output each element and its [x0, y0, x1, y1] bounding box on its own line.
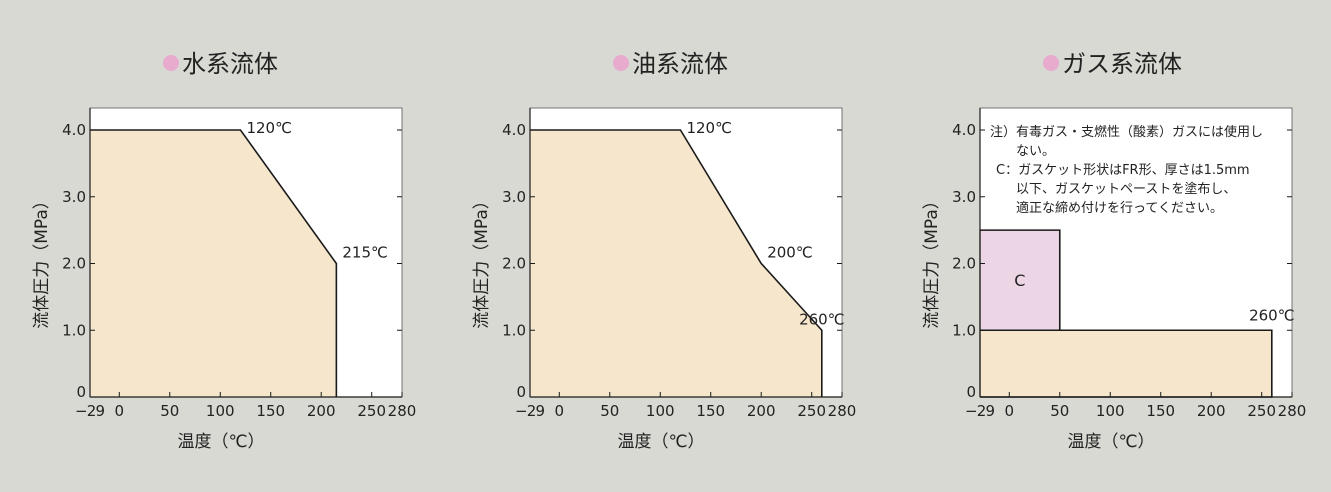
series-line-1 [980, 229, 1061, 332]
x-tick-label: 280 [1278, 402, 1307, 420]
chart-1: 油系流体−29 0 50 100 150 200 250 28001.02.03.04.0温度… [472, 50, 856, 452]
x-axis-label: 温度（℃） [177, 432, 264, 452]
y-tick-label: 4.0 [62, 121, 86, 139]
chart-note-line: 適正な締め付けを行ってください。 [1016, 200, 1223, 216]
x-tick-label: 100 [206, 402, 235, 420]
x-tick-label: 280 [828, 402, 857, 420]
x-tick-label: 200 [1197, 402, 1226, 420]
point-annotation: 215℃ [342, 244, 387, 262]
y-tick-label: 2.0 [502, 255, 526, 273]
series-area-0 [530, 130, 822, 397]
chart-note-line: 以下、ガスケットペーストを塗布し、 [1016, 181, 1236, 197]
point-annotation: 120℃ [686, 119, 731, 137]
x-tick-label: 200 [747, 402, 776, 420]
y-axis-label: 流体圧力（MPa） [472, 192, 492, 329]
x-tick-label: −29 [515, 402, 545, 420]
title-bullet-icon [163, 55, 179, 71]
chart-title: ガス系流体 [1062, 50, 1182, 78]
x-tick-label: 50 [600, 402, 619, 420]
x-tick-label: 150 [696, 402, 725, 420]
series-line-0 [90, 129, 338, 397]
point-annotation: 260℃ [799, 310, 844, 328]
y-tick-label: 0 [516, 383, 526, 401]
y-tick-label: 1.0 [952, 321, 976, 339]
x-tick-label: 50 [1050, 402, 1069, 420]
series-line-0 [530, 129, 823, 397]
series-area-1 [980, 230, 1060, 331]
x-tick-label: 200 [307, 402, 336, 420]
x-tick-label: −29 [965, 402, 995, 420]
x-tick-label: 150 [256, 402, 285, 420]
chart-note-line: 注）有毒ガス・支燃性（酸素）ガスには使用し [990, 124, 1263, 140]
y-tick-label: 3.0 [62, 188, 86, 206]
chart-title: 油系流体 [632, 50, 728, 78]
y-tick-label: 0 [966, 383, 976, 401]
x-axis-label: 温度（℃） [1067, 432, 1154, 452]
y-tick-label: 1.0 [62, 321, 86, 339]
x-tick-label: 250 [357, 402, 386, 420]
y-tick-label: 1.0 [502, 321, 526, 339]
point-annotation: 260℃ [1249, 306, 1294, 324]
x-tick-label: 280 [388, 402, 417, 420]
y-tick-label: 4.0 [502, 121, 526, 139]
chart-note-line: C：ガスケット形状はFR形、厚さは1.5mm [996, 163, 1250, 178]
series-label: C [1014, 271, 1025, 290]
title-bullet-icon [613, 55, 629, 71]
x-tick-label: 100 [646, 402, 675, 420]
x-tick-label: 0 [115, 402, 125, 420]
point-annotation: 200℃ [767, 244, 812, 262]
y-axis-label: 流体圧力（MPa） [32, 192, 52, 329]
x-tick-label: 50 [160, 402, 179, 420]
x-tick-label: 250 [1247, 402, 1276, 420]
series-area-0 [90, 130, 337, 397]
x-tick-label: 250 [797, 402, 826, 420]
y-tick-label: 0 [76, 383, 86, 401]
y-axis-label: 流体圧力（MPa） [922, 192, 942, 329]
x-tick-label: 0 [555, 402, 565, 420]
series-area-0 [980, 330, 1272, 397]
x-tick-label: 100 [1096, 402, 1125, 420]
x-tick-label: 150 [1146, 402, 1175, 420]
y-tick-label: 3.0 [952, 188, 976, 206]
y-tick-label: 4.0 [952, 121, 976, 139]
title-bullet-icon [1043, 55, 1059, 71]
chart-note-line: ない。 [1016, 144, 1055, 159]
x-axis-label: 温度（℃） [617, 432, 704, 452]
x-tick-label: −29 [75, 402, 105, 420]
chart-0: 水系流体−29 0 50 100 150 200 250 28001.02.03.04.0温度… [32, 50, 416, 452]
y-tick-label: 2.0 [952, 255, 976, 273]
chart-title: 水系流体 [182, 50, 278, 78]
y-tick-label: 3.0 [502, 188, 526, 206]
y-tick-label: 2.0 [62, 255, 86, 273]
point-annotation: 120℃ [246, 119, 291, 137]
x-tick-label: 0 [1005, 402, 1015, 420]
